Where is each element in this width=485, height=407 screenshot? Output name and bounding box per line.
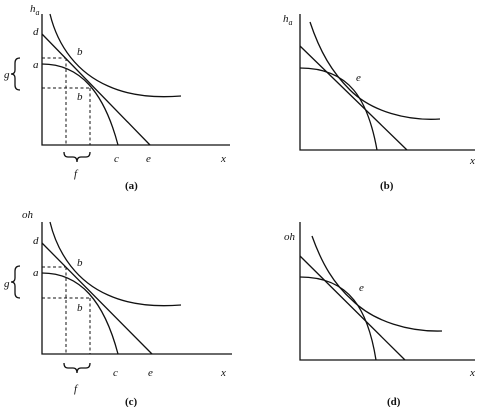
label-d: d xyxy=(33,235,39,247)
caption: (c) xyxy=(125,396,138,407)
x-axis-label: x xyxy=(469,367,475,379)
label-a: a xyxy=(33,59,39,71)
x-axis-label: x xyxy=(220,153,226,165)
y-axis-label: oh xyxy=(284,231,296,243)
brace-f xyxy=(63,362,91,374)
budget-line xyxy=(41,242,153,355)
axes xyxy=(41,14,230,146)
label-d: d xyxy=(33,26,39,38)
budget-line xyxy=(41,33,151,146)
frontier-curve xyxy=(299,276,377,361)
budget-line xyxy=(299,255,406,361)
label-g: g xyxy=(4,278,10,290)
label-f: f xyxy=(74,383,79,395)
y-axis-label: oh xyxy=(22,209,34,221)
label-c: c xyxy=(113,367,118,379)
frontier-curve xyxy=(41,272,119,355)
indifference-curve xyxy=(311,235,443,332)
x-axis-label: x xyxy=(469,155,475,167)
label-b-upper: b xyxy=(77,46,83,58)
label-g: g xyxy=(4,69,10,81)
brace-g xyxy=(10,265,21,299)
label-b-upper: b xyxy=(77,257,83,269)
caption: (a) xyxy=(125,180,138,192)
brace-g xyxy=(10,57,21,91)
indifference-curve xyxy=(309,21,441,120)
panel-d: oh x e (d) xyxy=(284,222,475,407)
y-axis-label: ha xyxy=(283,13,293,27)
label-b-lower: b xyxy=(77,91,83,103)
label-a: a xyxy=(33,267,39,279)
label-b-lower: b xyxy=(77,302,83,314)
frontier-curve xyxy=(299,67,378,151)
caption: (b) xyxy=(380,180,394,192)
label-e: e xyxy=(359,282,364,294)
panel-b: ha x e (b) xyxy=(283,13,475,192)
dashed-guides xyxy=(42,266,91,354)
panel-a: ha x d a b b g f c e (a) xyxy=(4,3,230,192)
axes xyxy=(299,222,475,361)
y-axis-label: ha xyxy=(30,3,40,17)
label-e: e xyxy=(148,367,153,379)
panel-c: oh x d a b b g f c e (c) xyxy=(4,209,232,407)
indifference-curve xyxy=(49,221,182,307)
label-e: e xyxy=(356,72,361,84)
label-c: c xyxy=(114,153,119,165)
x-axis-label: x xyxy=(220,367,226,379)
label-f: f xyxy=(74,168,79,180)
caption: (d) xyxy=(387,396,401,407)
budget-line xyxy=(299,45,408,151)
indifference-curve xyxy=(49,13,182,98)
label-e: e xyxy=(146,153,151,165)
brace-f xyxy=(63,151,91,163)
axes xyxy=(41,222,232,355)
frontier-curve xyxy=(41,63,119,146)
dashed-guides xyxy=(42,57,91,145)
axes xyxy=(299,14,475,151)
